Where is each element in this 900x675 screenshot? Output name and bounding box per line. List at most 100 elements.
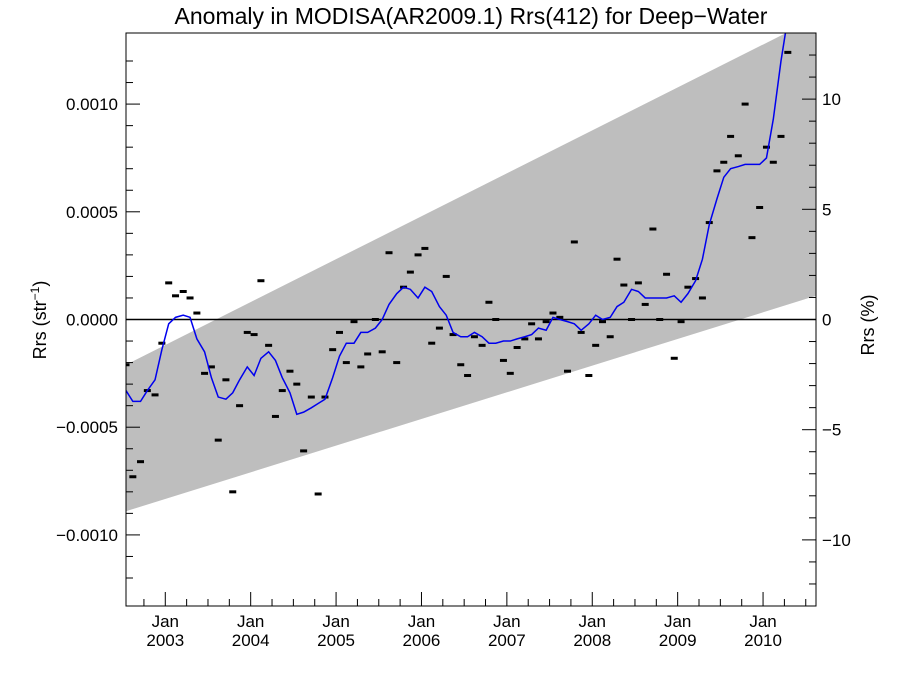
- data-point: [628, 318, 636, 321]
- data-point: [713, 169, 721, 173]
- data-point: [698, 296, 706, 300]
- data-point: [577, 330, 585, 334]
- x-tick-year: 2006: [403, 631, 441, 650]
- data-point: [528, 322, 536, 326]
- data-point: [542, 320, 550, 324]
- data-point: [641, 302, 649, 306]
- data-point: [307, 395, 315, 399]
- data-point: [670, 356, 678, 360]
- time-axis: Jan2003Jan2004Jan2005Jan2006Jan2007Jan20…: [143, 592, 807, 650]
- data-point: [606, 335, 614, 339]
- x-tick-year: 2010: [744, 631, 782, 650]
- data-point: [201, 371, 209, 375]
- data-point: [421, 246, 429, 250]
- data-point: [741, 102, 749, 106]
- x-tick-month: Jan: [322, 612, 349, 631]
- data-point: [385, 251, 393, 255]
- data-point: [521, 337, 529, 341]
- data-point: [278, 389, 286, 393]
- uncertainty-envelope: [126, 33, 816, 512]
- x-tick-year: 2005: [317, 631, 355, 650]
- y-tick-label: 0.0010: [66, 95, 118, 114]
- data-point: [613, 257, 621, 261]
- data-point: [172, 294, 180, 298]
- data-point: [151, 393, 159, 397]
- data-point: [656, 318, 664, 321]
- data-point: [592, 343, 600, 347]
- data-point: [342, 361, 350, 365]
- data-point: [257, 279, 265, 283]
- data-point: [549, 311, 557, 315]
- data-point: [126, 363, 130, 367]
- data-point: [784, 50, 792, 54]
- data-point: [478, 343, 486, 347]
- data-point: [314, 492, 322, 496]
- x-tick-month: Jan: [664, 612, 691, 631]
- data-point: [335, 330, 343, 334]
- data-point: [457, 363, 465, 367]
- data-point: [663, 272, 671, 276]
- data-point: [393, 361, 401, 365]
- data-point: [563, 369, 571, 373]
- data-point: [271, 414, 279, 418]
- data-point: [137, 460, 145, 464]
- data-point: [300, 449, 308, 453]
- data-point: [214, 438, 222, 442]
- left-axis: 0.0010 0.0005 0.0000 −0.0005 −0.0010: [56, 60, 140, 579]
- data-point: [492, 318, 500, 321]
- data-point: [556, 315, 564, 319]
- y-tick-label: 0.0000: [66, 311, 118, 330]
- data-point: [193, 311, 201, 315]
- data-point: [506, 371, 514, 375]
- data-point: [769, 160, 777, 164]
- data-point: [649, 227, 657, 231]
- x-tick-month: Jan: [237, 612, 264, 631]
- data-point: [534, 337, 542, 341]
- data-point: [207, 365, 215, 369]
- data-point: [442, 274, 450, 278]
- left-axis-label: Rrs (str−1): [28, 281, 50, 360]
- data-point: [620, 283, 628, 287]
- x-tick-year: 2008: [573, 631, 611, 650]
- data-point: [165, 281, 173, 285]
- x-tick-year: 2003: [146, 631, 184, 650]
- data-points: [126, 50, 792, 496]
- x-tick-month: Jan: [493, 612, 520, 631]
- data-point: [364, 352, 372, 356]
- data-point: [734, 154, 742, 158]
- chart-title: Anomaly in MODISA(AR2009.1) Rrs(412) for…: [175, 3, 768, 29]
- data-point: [684, 285, 692, 289]
- data-point: [371, 318, 379, 321]
- data-point: [756, 205, 764, 209]
- data-point: [243, 330, 251, 334]
- data-point: [485, 300, 493, 304]
- data-point: [634, 281, 642, 285]
- y2-tick-label: −10: [822, 531, 851, 550]
- data-point: [599, 320, 607, 324]
- x-tick-year: 2009: [659, 631, 697, 650]
- y-tick-label: −0.0010: [56, 526, 118, 545]
- data-point: [158, 341, 166, 345]
- data-point: [762, 145, 770, 149]
- x-tick-year: 2007: [488, 631, 526, 650]
- data-point: [499, 358, 507, 362]
- data-point: [435, 326, 443, 330]
- data-point: [186, 296, 194, 300]
- data-point: [570, 240, 578, 244]
- x-tick-month: Jan: [579, 612, 606, 631]
- data-point: [720, 160, 728, 164]
- data-point: [250, 333, 258, 337]
- data-point: [286, 369, 294, 373]
- data-point: [449, 333, 457, 337]
- data-point: [222, 378, 230, 382]
- right-axis-label: Rrs (%): [858, 295, 878, 356]
- y2-tick-label: 5: [822, 200, 831, 219]
- x-tick-month: Jan: [408, 612, 435, 631]
- x-tick-month: Jan: [152, 612, 179, 631]
- data-point: [406, 270, 414, 274]
- y2-tick-label: 10: [822, 90, 841, 109]
- right-axis: 10 5 0 −5 −10: [802, 54, 851, 585]
- y-tick-label: −0.0005: [56, 418, 118, 437]
- data-point: [585, 374, 593, 378]
